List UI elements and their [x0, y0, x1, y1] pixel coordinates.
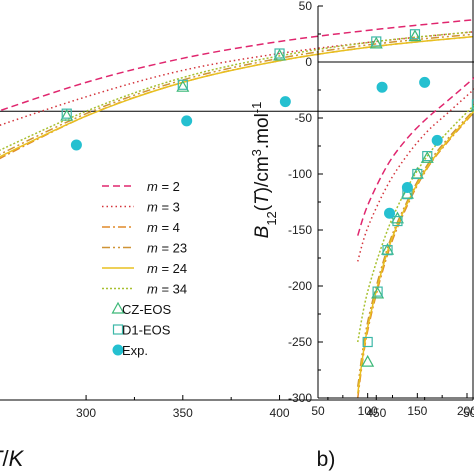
legend-marker-circle [112, 344, 124, 356]
right-y-axis-label: B12(T)/cm3.mol-1 [249, 102, 279, 239]
legend-label: m = 2 [147, 179, 180, 194]
right-series-line-3 [356, 111, 474, 398]
right-y-tick-label: -200 [288, 279, 312, 293]
right-y-tick-label: 50 [299, 0, 313, 13]
legend-label: m = 34 [147, 282, 187, 297]
right-data-point-square [412, 168, 423, 180]
left-x-tick-label: 400 [270, 406, 290, 420]
legend-item-9: Exp. [112, 343, 148, 358]
left-series-line-4 [0, 33, 473, 156]
left-x-axis-label: T/K [0, 446, 25, 471]
legend-marker-square [112, 324, 124, 335]
left-data-point-circle [70, 139, 82, 151]
legend-label: CZ-EOS [122, 302, 171, 317]
right-data-point-circle [384, 207, 396, 219]
right-data-point-circle [431, 134, 443, 146]
left-data-point-triangle [408, 29, 422, 42]
left-x-tick-label: 500 [463, 406, 474, 420]
legend-marker-triangle [111, 301, 125, 314]
left-data-point-circle [181, 115, 193, 127]
legend-label: m = 3 [147, 200, 180, 215]
legend-label: m = 4 [147, 220, 180, 235]
legend-item-4: m = 23 [102, 241, 187, 256]
left-data-point-circle [376, 81, 388, 93]
right-y-tick-label: -300 [288, 391, 312, 405]
right-data-point-triangle [390, 211, 404, 224]
right-series-line-2 [357, 88, 474, 262]
legend-item-5: m = 24 [102, 261, 187, 276]
right-data-point-square [422, 150, 433, 162]
right-series-line-1 [357, 76, 474, 236]
right-data-point-triangle [371, 286, 385, 299]
left-series-line-3 [0, 35, 473, 160]
legend-item-3: m = 4 [102, 220, 180, 235]
panel-label-b: b) [317, 448, 336, 471]
legend-item-2: m = 3 [102, 200, 180, 215]
left-data-point-triangle [60, 108, 74, 121]
left-series-line-5 [0, 35, 473, 158]
right-y-tick-label: -250 [288, 335, 312, 349]
legend-label: D1-EOS [122, 323, 171, 338]
left-data-point-triangle [176, 79, 190, 92]
left-data-point-square [409, 29, 421, 40]
right-series-line-6 [356, 104, 474, 343]
right-data-point-square [392, 215, 403, 227]
left-data-point-square [274, 48, 285, 59]
legend-label: m = 24 [147, 261, 187, 276]
right-data-point-square [372, 286, 383, 297]
right-x-tick-label: 50 [311, 404, 325, 418]
left-data-point-triangle [369, 36, 383, 49]
right-x-tick-label: 200 [457, 404, 474, 418]
right-x-tick-label: 100 [358, 404, 378, 418]
left-x-tick-label: 450 [366, 406, 386, 420]
legend-item-8: D1-EOS [112, 323, 171, 338]
right-data-point-triangle [420, 151, 434, 163]
left-data-point-square [177, 79, 188, 90]
legend-item-6: m = 34 [102, 282, 187, 297]
right-series-line-5 [356, 110, 474, 394]
left-data-point-circle [279, 96, 291, 108]
left-plot-area [0, 19, 473, 160]
left-x-tick-label: 350 [173, 406, 193, 420]
left-series-line-1 [0, 19, 473, 112]
legend-label: m = 23 [147, 241, 187, 256]
left-data-point-square [371, 36, 382, 47]
legend-item-1: m = 2 [102, 179, 180, 194]
right-y-tick-label: -150 [288, 223, 312, 237]
right-series-line-4 [356, 108, 474, 387]
legend: m = 2 m = 3 m = 4 m = 23 m = 24 m = 34 CZ-EOS D… [102, 179, 187, 358]
left-series-line-6 [0, 31, 473, 151]
right-y-tick-label: 0 [305, 55, 312, 69]
right-y-tick-label: -50 [295, 111, 313, 125]
left-x-tick-label: 300 [76, 406, 96, 420]
left-data-point-triangle [273, 48, 287, 61]
right-data-point-square [362, 336, 373, 348]
right-data-point-square [471, 99, 474, 110]
left-data-point-square [61, 108, 72, 119]
right-y-tick-label: -100 [288, 167, 312, 181]
right-plot-area [318, 61, 474, 398]
left-data-point-circle [419, 76, 431, 88]
legend-label: Exp. [122, 343, 148, 358]
right-data-point-circle [401, 181, 413, 193]
right-x-tick-label: 150 [407, 404, 427, 418]
right-data-point-square [382, 245, 393, 256]
legend-item-7: CZ-EOS [111, 301, 171, 317]
right-data-point-triangle [361, 354, 375, 367]
